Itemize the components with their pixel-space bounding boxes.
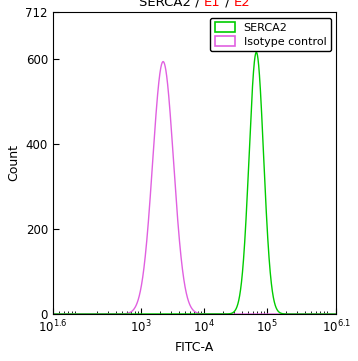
Text: SERCA2 /: SERCA2 / bbox=[139, 0, 204, 9]
Text: E1: E1 bbox=[204, 0, 221, 9]
X-axis label: FITC-A: FITC-A bbox=[175, 341, 214, 354]
Text: /: / bbox=[221, 0, 234, 9]
Legend: SERCA2, Isotype control: SERCA2, Isotype control bbox=[210, 17, 331, 51]
Text: E2: E2 bbox=[234, 0, 250, 9]
Y-axis label: Count: Count bbox=[7, 144, 20, 182]
